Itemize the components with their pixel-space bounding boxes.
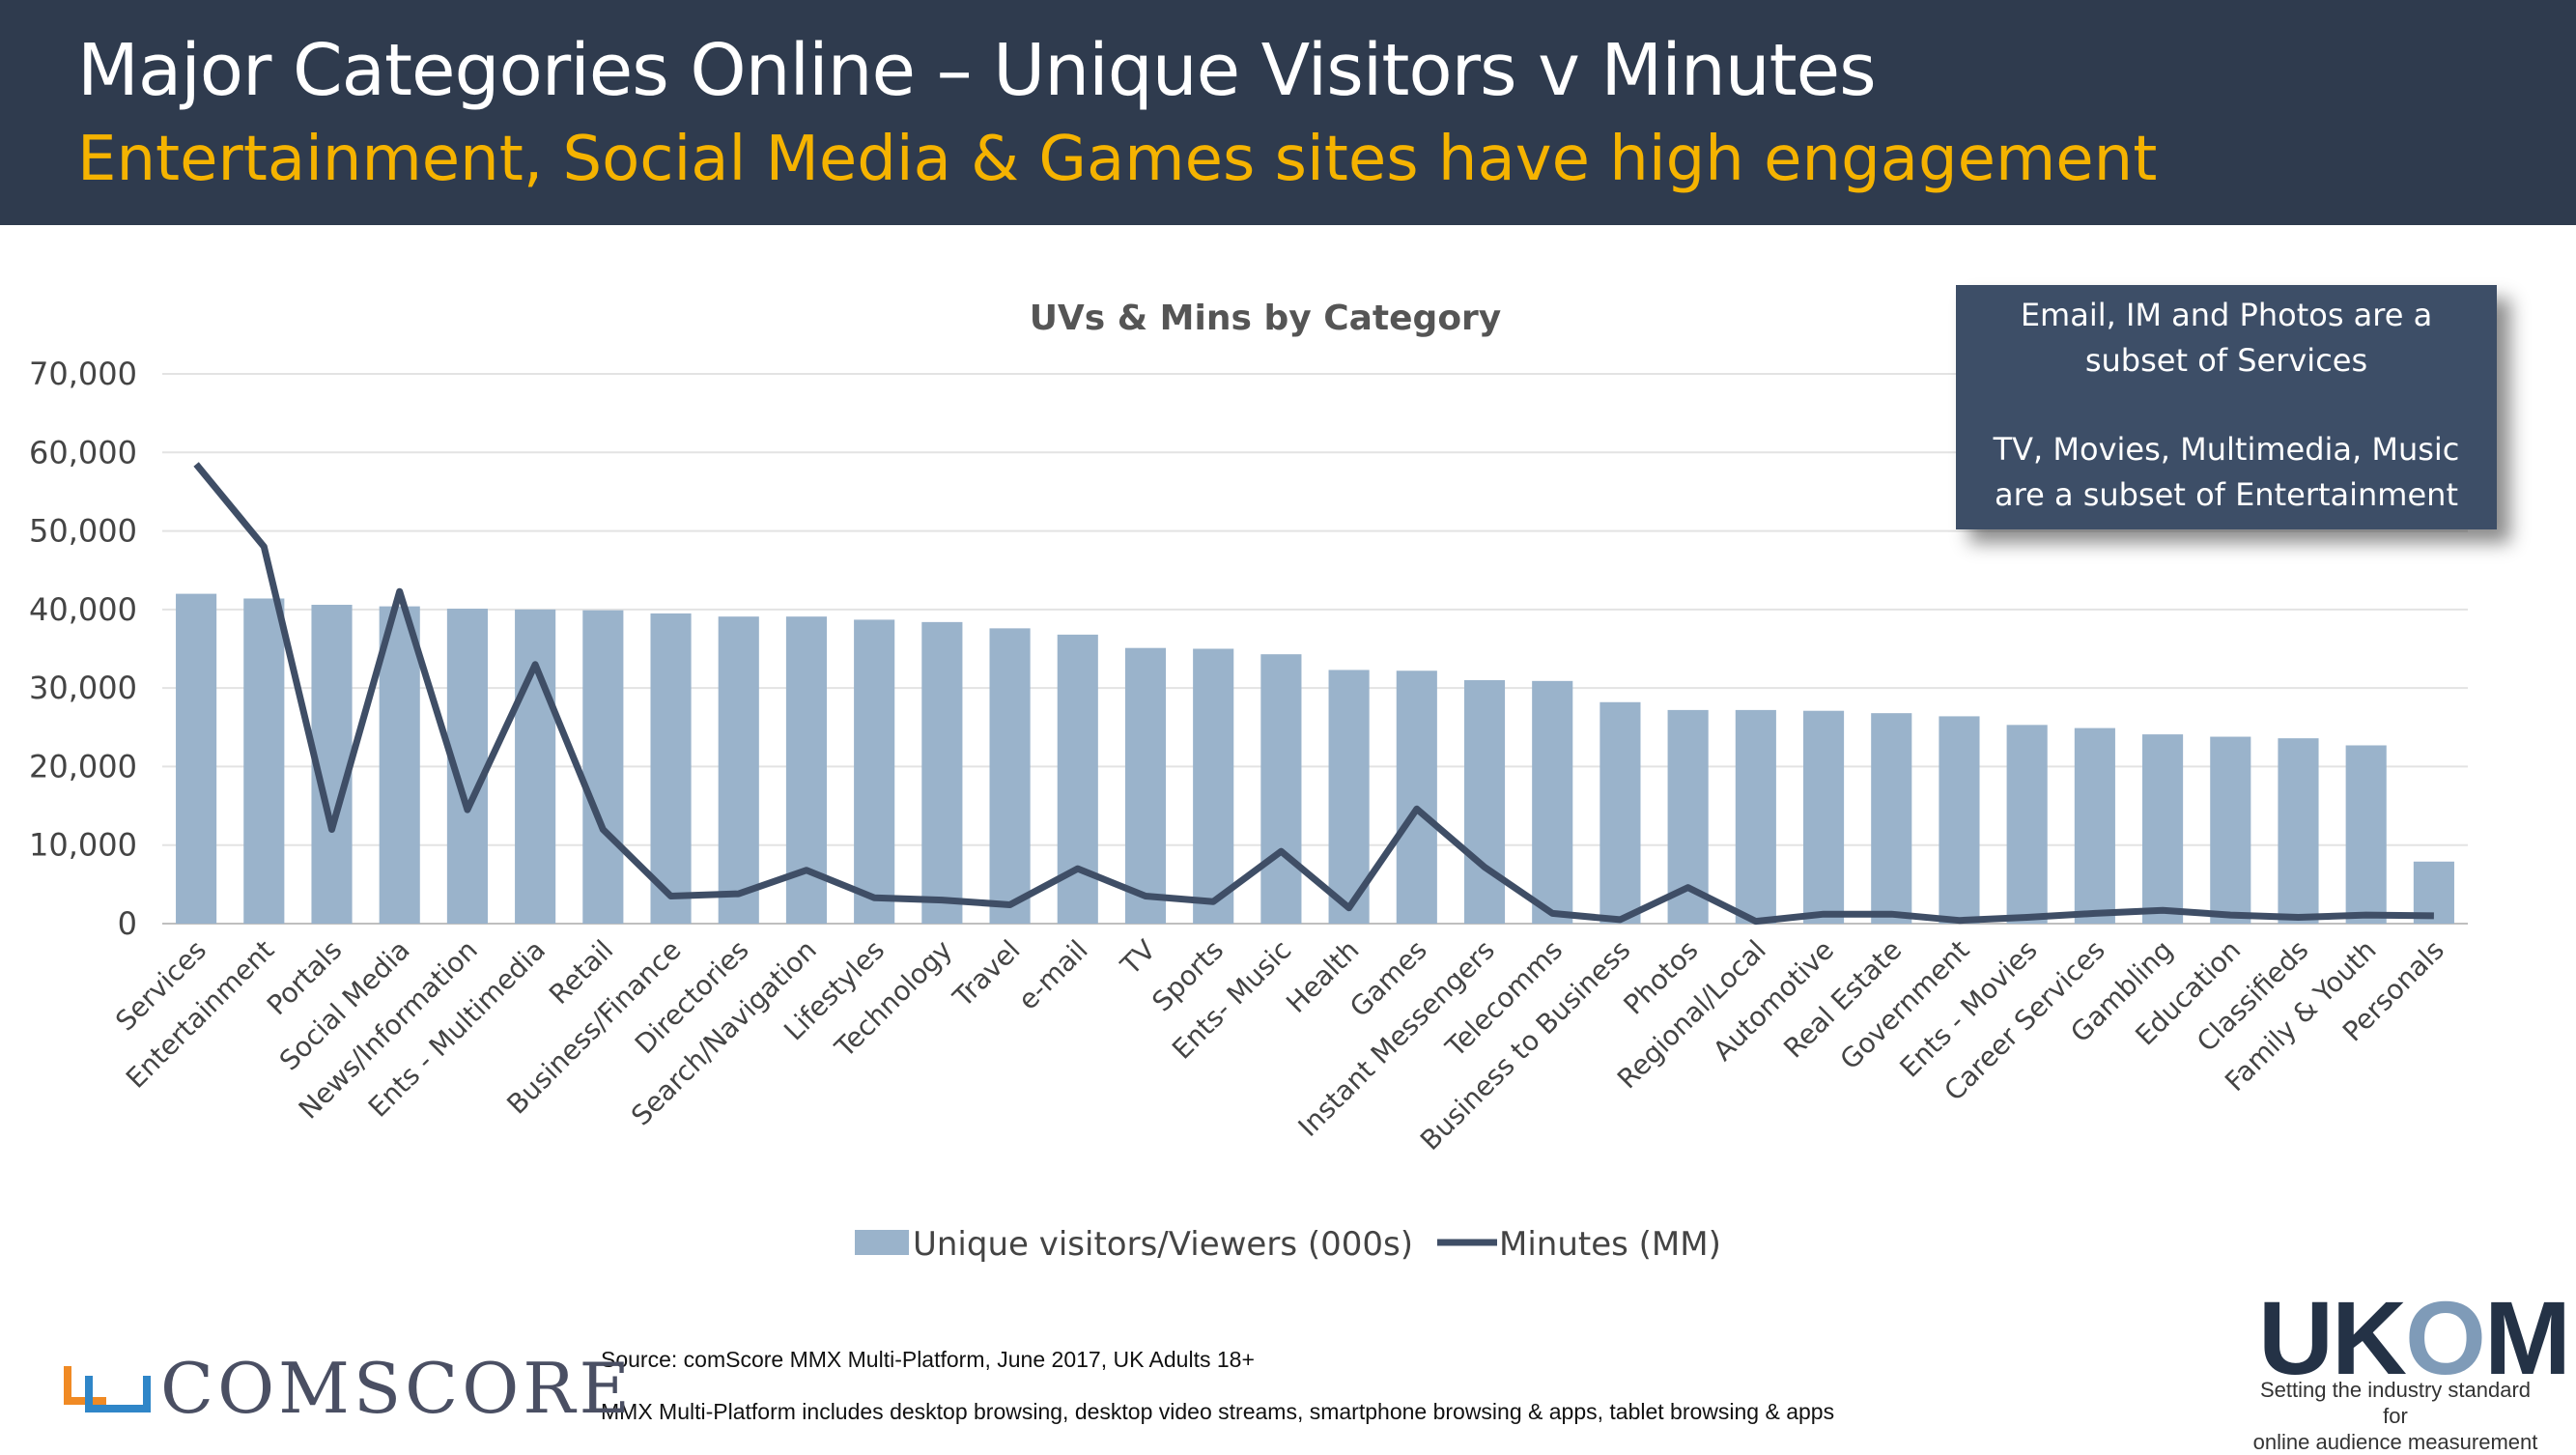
bar-business-finance: [650, 613, 692, 924]
bar-education: [2210, 736, 2251, 924]
callout-line-2: subset of Services: [2084, 342, 2368, 379]
bar-directories: [718, 616, 759, 924]
x-tick-label: Travel: [947, 934, 1027, 1014]
bar-retail: [582, 610, 624, 924]
bar-tv: [1124, 647, 1167, 924]
bar-regional-local: [1735, 709, 1776, 924]
y-tick-label: 10,000: [29, 827, 137, 864]
bar-gambling: [2142, 734, 2184, 924]
bar-family-youth: [2345, 745, 2387, 924]
header-banner: Major Categories Online – Unique Visitor…: [0, 0, 2576, 225]
legend-bar-swatch: [855, 1230, 909, 1255]
comscore-mark-icon: [64, 1366, 151, 1412]
callout-box: Email, IM and Photos are a subset of Ser…: [1956, 285, 2497, 529]
y-tick-label: 60,000: [29, 434, 137, 471]
bar-ents-music: [1260, 654, 1302, 924]
bar-technology: [921, 621, 963, 924]
y-tick-label: 0: [118, 905, 137, 942]
callout-line-4: are a subset of Entertainment: [1995, 476, 2458, 513]
bar-games: [1396, 670, 1437, 924]
bar-series: [176, 593, 2454, 924]
comscore-logo: COMSCORE: [160, 1348, 635, 1429]
legend-bar-label: Unique visitors/Viewers (000s): [913, 1225, 1413, 1264]
uvs-mins-chart: UVs & Mins by Category 0 10,000 20,000 30,0…: [29, 299, 2468, 1264]
bar-entertainment: [243, 598, 285, 924]
ukom-tagline: Setting the industry standard for online…: [2252, 1378, 2538, 1454]
bar-automotive: [1802, 710, 1845, 924]
y-tick-label: 70,000: [29, 356, 137, 392]
minutes-line: [193, 462, 2434, 926]
platform-note: MMX Multi-Platform includes desktop brow…: [601, 1399, 1835, 1424]
bar-health: [1328, 670, 1370, 924]
y-tick-label: 30,000: [29, 670, 137, 706]
legend-line-label: Minutes (MM): [1499, 1225, 1721, 1264]
source-note: Source: comScore MMX Multi-Platform, Jun…: [601, 1347, 1255, 1372]
bar-career-services: [2074, 728, 2115, 924]
chart-legend: Unique visitors/Viewers (000s) Minutes (…: [855, 1225, 1721, 1264]
ukom-logo: UKOM: [2258, 1279, 2571, 1396]
bar-services: [176, 593, 217, 924]
y-axis-ticks: 0 10,000 20,000 30,000 40,000 50,000 60,000 70,…: [29, 356, 137, 942]
bar-instant-messengers: [1463, 680, 1506, 924]
callout-line-3: TV, Movies, Multimedia, Music: [1993, 431, 2460, 468]
bar-ents-multimedia: [515, 609, 556, 924]
bar-travel: [989, 628, 1031, 924]
x-tick-label: e-mail: [1012, 934, 1094, 1016]
bar-ents-movies: [2006, 725, 2048, 924]
page-subtitle: Entertainment, Social Media & Games site…: [77, 124, 2158, 195]
bar-lifestyles: [854, 619, 895, 924]
page-title: Major Categories Online – Unique Visitor…: [77, 29, 1877, 112]
bar-government: [1939, 716, 1980, 924]
y-tick-label: 50,000: [29, 513, 137, 550]
bar-e-mail: [1057, 634, 1098, 924]
x-tick-label: TV: [1114, 934, 1162, 983]
bar-business-to-business: [1599, 701, 1641, 924]
bar-real-estate: [1871, 713, 1912, 924]
chart-title: UVs & Mins by Category: [1030, 299, 1502, 338]
bar-social-media: [379, 606, 420, 924]
y-tick-label: 40,000: [29, 591, 137, 628]
bar-telecomms: [1532, 680, 1573, 924]
callout-line-1: Email, IM and Photos are a: [2020, 297, 2433, 333]
bar-sports: [1193, 648, 1234, 924]
bar-classifieds: [2278, 738, 2319, 924]
y-tick-label: 20,000: [29, 748, 137, 785]
